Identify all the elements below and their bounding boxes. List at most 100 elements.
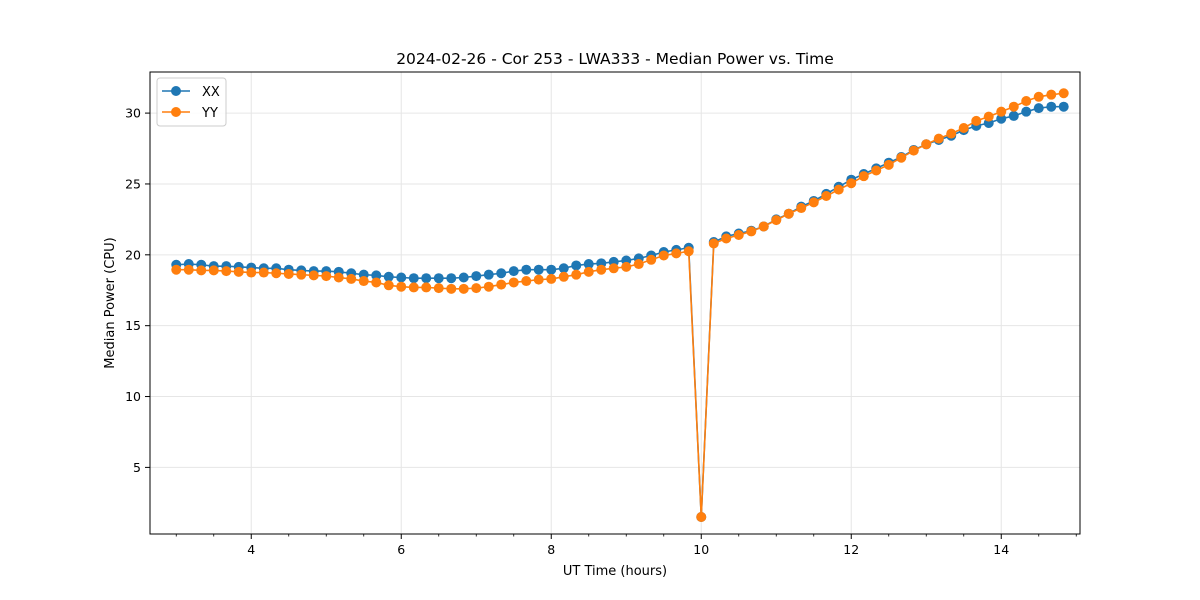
data-point-yy bbox=[508, 277, 519, 288]
data-point-yy bbox=[733, 229, 744, 240]
data-point-yy bbox=[1033, 91, 1044, 102]
data-point-xx bbox=[421, 273, 432, 284]
data-point-yy bbox=[621, 261, 632, 272]
data-point-yy bbox=[371, 277, 382, 288]
data-point-yy bbox=[1046, 89, 1057, 100]
data-point-yy bbox=[696, 511, 707, 522]
x-tick-label: 8 bbox=[547, 542, 555, 557]
data-point-yy bbox=[671, 248, 682, 259]
x-tick-label: 12 bbox=[843, 542, 859, 557]
data-point-yy bbox=[946, 128, 957, 139]
data-point-yy bbox=[1058, 88, 1069, 99]
data-point-yy bbox=[1008, 101, 1019, 112]
y-tick-label: 15 bbox=[125, 318, 141, 333]
series-layer bbox=[171, 88, 1069, 522]
data-point-yy bbox=[846, 178, 857, 189]
data-point-yy bbox=[433, 283, 444, 294]
data-point-yy bbox=[458, 283, 469, 294]
legend-marker-xx bbox=[171, 86, 181, 96]
data-point-yy bbox=[571, 269, 582, 280]
data-point-xx bbox=[571, 260, 582, 271]
x-axis-label: UT Time (hours) bbox=[563, 564, 667, 579]
data-point-yy bbox=[1021, 96, 1032, 107]
data-point-xx bbox=[1033, 103, 1044, 114]
y-tick-label: 10 bbox=[125, 389, 141, 404]
y-tick-label: 5 bbox=[133, 460, 141, 475]
data-point-yy bbox=[446, 283, 457, 294]
y-tick-label: 20 bbox=[125, 247, 141, 262]
data-point-yy bbox=[708, 238, 719, 249]
data-point-yy bbox=[833, 184, 844, 195]
data-point-xx bbox=[1008, 110, 1019, 121]
data-point-yy bbox=[208, 265, 219, 276]
data-point-yy bbox=[808, 197, 819, 208]
data-point-xx bbox=[383, 271, 394, 282]
data-point-yy bbox=[521, 276, 532, 287]
data-point-xx bbox=[1046, 101, 1057, 112]
data-point-yy bbox=[908, 145, 919, 156]
data-point-yy bbox=[296, 269, 307, 280]
legend-label-yy: YY bbox=[201, 106, 218, 121]
data-point-yy bbox=[483, 281, 494, 292]
data-point-yy bbox=[633, 259, 644, 270]
y-tick-label: 30 bbox=[125, 106, 141, 121]
data-point-yy bbox=[783, 208, 794, 219]
data-point-yy bbox=[283, 268, 294, 279]
data-point-yy bbox=[308, 270, 319, 281]
data-point-xx bbox=[1021, 106, 1032, 117]
data-point-yy bbox=[658, 250, 669, 261]
data-point-yy bbox=[221, 266, 232, 277]
data-point-yy bbox=[758, 221, 769, 232]
data-point-yy bbox=[271, 268, 282, 279]
data-point-yy bbox=[958, 122, 969, 133]
data-point-xx bbox=[446, 273, 457, 284]
x-tick-label: 4 bbox=[247, 542, 255, 557]
data-point-yy bbox=[883, 159, 894, 170]
data-point-yy bbox=[933, 133, 944, 144]
data-point-yy bbox=[496, 279, 507, 290]
ticks: 4 6 8 10 12 14 5 10 15 20 25 30 bbox=[125, 106, 1077, 557]
data-point-xx bbox=[458, 272, 469, 283]
data-point-xx bbox=[483, 269, 494, 280]
data-point-xx bbox=[396, 272, 407, 283]
data-point-yy bbox=[821, 191, 832, 201]
data-point-yy bbox=[346, 273, 357, 284]
legend-marker-yy bbox=[171, 107, 181, 117]
data-point-xx bbox=[558, 263, 569, 274]
data-point-yy bbox=[333, 272, 344, 283]
data-point-yy bbox=[233, 266, 244, 277]
data-point-yy bbox=[358, 276, 369, 287]
x-tick-label: 6 bbox=[397, 542, 405, 557]
data-point-yy bbox=[971, 115, 982, 126]
x-tick-label: 10 bbox=[693, 542, 709, 557]
legend-label-xx: XX bbox=[202, 85, 220, 100]
data-point-yy bbox=[896, 152, 907, 163]
data-point-yy bbox=[383, 280, 394, 291]
data-point-yy bbox=[258, 267, 269, 278]
data-point-yy bbox=[583, 266, 594, 277]
data-point-xx bbox=[533, 264, 544, 275]
data-point-yy bbox=[796, 203, 807, 214]
data-point-yy bbox=[471, 283, 482, 294]
data-point-yy bbox=[171, 264, 182, 275]
data-point-yy bbox=[608, 263, 619, 274]
data-point-yy bbox=[646, 254, 657, 265]
data-point-yy bbox=[533, 274, 544, 285]
plot-frame bbox=[149, 71, 1081, 535]
data-point-yy bbox=[996, 106, 1007, 117]
data-point-yy bbox=[871, 165, 882, 176]
data-point-xx bbox=[521, 264, 532, 275]
data-point-yy bbox=[196, 265, 207, 276]
data-point-yy bbox=[421, 282, 432, 293]
data-point-yy bbox=[771, 215, 782, 226]
data-point-yy bbox=[246, 267, 257, 278]
data-point-yy bbox=[396, 281, 407, 292]
data-point-xx bbox=[471, 271, 482, 282]
x-tick-label: 14 bbox=[993, 542, 1009, 557]
data-point-yy bbox=[683, 246, 694, 257]
data-point-xx bbox=[508, 266, 519, 277]
data-point-yy bbox=[858, 171, 869, 182]
grid bbox=[150, 72, 1080, 534]
data-point-yy bbox=[721, 233, 732, 244]
